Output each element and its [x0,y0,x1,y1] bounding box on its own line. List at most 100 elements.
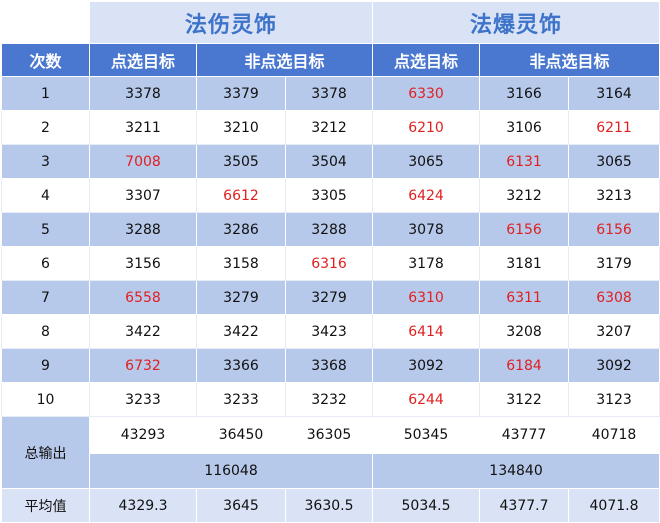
header-selected-right: 点选目标 [372,43,481,77]
average-label: 平均值 [1,488,90,523]
title-row: 法伤灵饰 法爆灵饰 [1,1,660,44]
table-cell: 3164 [568,76,660,111]
table-cell: 3378 [284,76,374,111]
grand-total-right: 134840 [372,453,660,489]
table-cell: 3422 [196,314,286,349]
row-index: 9 [1,348,90,383]
table-cell: 3106 [479,110,570,145]
table-row: 2 3211 3210 3212 6210 3106 6211 [1,110,660,145]
row-index: 6 [1,246,90,281]
table-row: 3 7008 3505 3504 3065 6131 3065 [1,144,660,179]
table-cell: 3279 [196,280,286,315]
table-cell: 3504 [284,144,374,179]
table-cell: 3065 [568,144,660,179]
table-row: 4 3307 6612 3305 6424 3212 3213 [1,178,660,213]
table-cell: 6424 [372,178,481,213]
row-index: 10 [1,382,90,417]
table-cell: 3078 [372,212,481,247]
table-cell: 3368 [284,348,374,383]
table-cell: 3158 [196,246,286,281]
table-cell: 6414 [372,314,481,349]
table-cell: 3422 [89,314,197,349]
header-count: 次数 [1,43,90,77]
average-cell: 3630.5 [284,488,374,523]
table-cell: 3210 [196,110,286,145]
table-cell: 3207 [568,314,660,349]
table-cell: 3232 [284,382,374,417]
average-cell: 4071.8 [568,488,660,523]
table-cell: 3123 [568,382,660,417]
table-cell: 6211 [568,110,660,145]
table-cell: 3279 [284,280,374,315]
row-index: 7 [1,280,90,315]
total-label: 总输出 [1,416,90,489]
average-cell: 3645 [196,488,286,523]
table-cell: 3233 [89,382,197,417]
table-cell: 6558 [89,280,197,315]
table-cell: 3288 [284,212,374,247]
table-cell: 3213 [568,178,660,213]
table-cell: 6156 [479,212,570,247]
table-cell: 3379 [196,76,286,111]
average-cell: 5034.5 [372,488,481,523]
table-cell: 3208 [479,314,570,349]
table-cell: 3181 [479,246,570,281]
table-cell: 6210 [372,110,481,145]
table-cell: 3156 [89,246,197,281]
table-row: 9 6732 3366 3368 3092 6184 3092 [1,348,660,383]
header-row: 次数 点选目标 非点选目标 点选目标 非点选目标 [1,43,660,77]
table-cell: 6156 [568,212,660,247]
header-non-selected-left: 非点选目标 [195,43,374,77]
average-cell: 4377.7 [479,488,570,523]
row-index: 3 [1,144,90,179]
total-cell: 36450 [196,416,286,454]
table-cell: 6316 [284,246,374,281]
average-cell: 4329.3 [89,488,197,523]
table-row: 6 3156 3158 6316 3178 3181 3179 [1,246,660,281]
header-selected-left: 点选目标 [89,43,197,77]
table-cell: 3378 [89,76,197,111]
total-cell: 50345 [372,416,481,454]
table-cell: 6244 [372,382,481,417]
grand-total-left: 116048 [88,453,374,489]
table-cell: 3288 [89,212,197,247]
row-index: 1 [1,76,90,111]
data-rows: 1 3378 3379 3378 6330 3166 3164 2 3211 3210 3212 62… [1,76,660,417]
table-cell: 3423 [284,314,374,349]
title-right: 法爆灵饰 [372,1,660,44]
table-cell: 3307 [89,178,197,213]
row-index: 8 [1,314,90,349]
table-cell: 6732 [89,348,197,383]
table-row: 1 3378 3379 3378 6330 3166 3164 [1,76,660,111]
table-cell: 3178 [372,246,481,281]
table-cell: 3092 [568,348,660,383]
row-index: 2 [1,110,90,145]
table-cell: 6310 [372,280,481,315]
table-cell: 6131 [479,144,570,179]
table-cell: 3166 [479,76,570,111]
table-cell: 6308 [568,280,660,315]
table-cell: 6311 [479,280,570,315]
table-cell: 3233 [196,382,286,417]
table-row: 10 3233 3233 3232 6244 3122 3123 [1,382,660,417]
average-row: 平均值 4329.3 3645 3630.5 5034.5 4377.7 407… [1,488,660,523]
table-cell: 3092 [372,348,481,383]
grand-total-row: 116048 134840 [2,453,660,489]
row-index: 4 [1,178,90,213]
table-cell: 3286 [196,212,286,247]
table-cell: 3065 [372,144,481,179]
table-cell: 6184 [479,348,570,383]
table-cell: 3366 [196,348,286,383]
title-left: 法伤灵饰 [88,1,374,44]
total-cell: 43777 [479,416,570,454]
table-cell: 3505 [196,144,286,179]
table-cell: 3305 [284,178,374,213]
total-row: 总输出 43293 36450 36305 50345 43777 40718 [1,416,660,489]
total-cell: 36305 [284,416,374,454]
title-blank [1,1,90,44]
table-cell: 3122 [479,382,570,417]
table-row: 7 6558 3279 3279 6310 6311 6308 [1,280,660,315]
table-cell: 6330 [372,76,481,111]
